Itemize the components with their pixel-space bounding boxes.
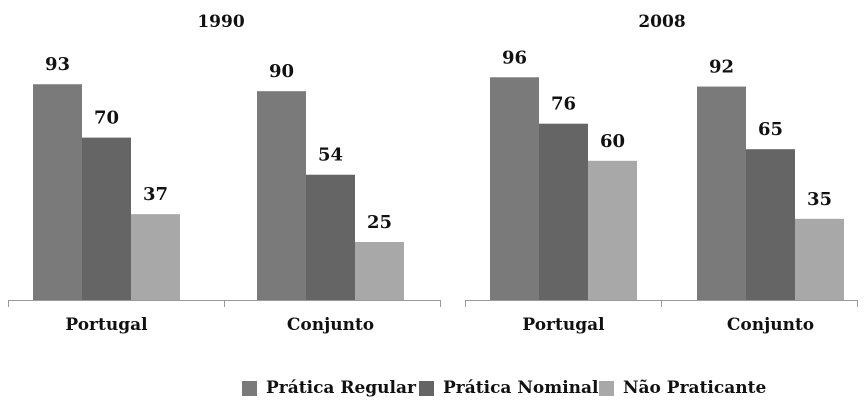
category-label-2008-conjunto: Conjunto (727, 315, 814, 335)
bar-2008-conjunto-nao-praticante (795, 218, 844, 300)
data-label-2008-portugal-nao-praticante: 60 (600, 131, 625, 152)
legend-swatch-nao-praticante (599, 380, 614, 396)
bar-1990-conjunto-nao-praticante (355, 242, 404, 300)
bar-1990-portugal-pratica-nominal (82, 137, 131, 300)
panel-title-0: 1990 (197, 12, 244, 32)
bar-1990-conjunto-pratica-nominal (306, 174, 355, 300)
category-label-2008-portugal: Portugal (522, 315, 605, 335)
data-label-1990-portugal-pratica-nominal: 70 (94, 108, 119, 129)
data-label-1990-conjunto-nao-praticante: 25 (367, 212, 392, 233)
legend: Prática Regular Prática Nominal Não Prat… (0, 378, 865, 408)
bar-2008-portugal-pratica-regular (490, 77, 539, 300)
bar-2008-conjunto-pratica-regular (697, 86, 746, 300)
data-label-2008-conjunto-pratica-nominal: 65 (758, 119, 783, 140)
data-label-1990-conjunto-pratica-regular: 90 (269, 61, 294, 82)
bar-1990-conjunto-pratica-regular (257, 91, 306, 300)
legend-item-pratica-nominal: Prática Nominal (419, 378, 599, 398)
legend-label-nao-praticante: Não Praticante (623, 378, 767, 398)
bar-2008-portugal-nao-praticante (588, 160, 637, 300)
legend-label-pratica-nominal: Prática Nominal (443, 378, 599, 398)
legend-swatch-pratica-regular (242, 380, 257, 396)
data-label-1990-conjunto-pratica-nominal: 54 (318, 145, 343, 166)
data-label-2008-portugal-pratica-regular: 96 (502, 47, 527, 68)
legend-label-pratica-regular: Prática Regular (266, 378, 416, 398)
data-label-2008-portugal-pratica-nominal: 76 (551, 94, 576, 115)
panel-title-1: 2008 (638, 12, 685, 32)
data-label-2008-conjunto-nao-praticante: 35 (807, 189, 832, 210)
bar-1990-portugal-nao-praticante (131, 214, 180, 300)
data-label-1990-portugal-nao-praticante: 37 (143, 184, 168, 205)
bar-2008-portugal-pratica-nominal (539, 123, 588, 301)
legend-item-nao-praticante: Não Praticante (599, 378, 766, 398)
category-label-1990-portugal: Portugal (65, 315, 148, 335)
data-label-2008-conjunto-pratica-regular: 92 (709, 57, 734, 78)
bar-2008-conjunto-pratica-nominal (746, 149, 795, 300)
bar-1990-portugal-pratica-regular (33, 84, 82, 301)
category-label-1990-conjunto: Conjunto (287, 315, 374, 335)
data-label-1990-portugal-pratica-regular: 93 (45, 54, 70, 75)
legend-item-pratica-regular: Prática Regular (242, 378, 416, 398)
legend-swatch-pratica-nominal (419, 380, 434, 396)
